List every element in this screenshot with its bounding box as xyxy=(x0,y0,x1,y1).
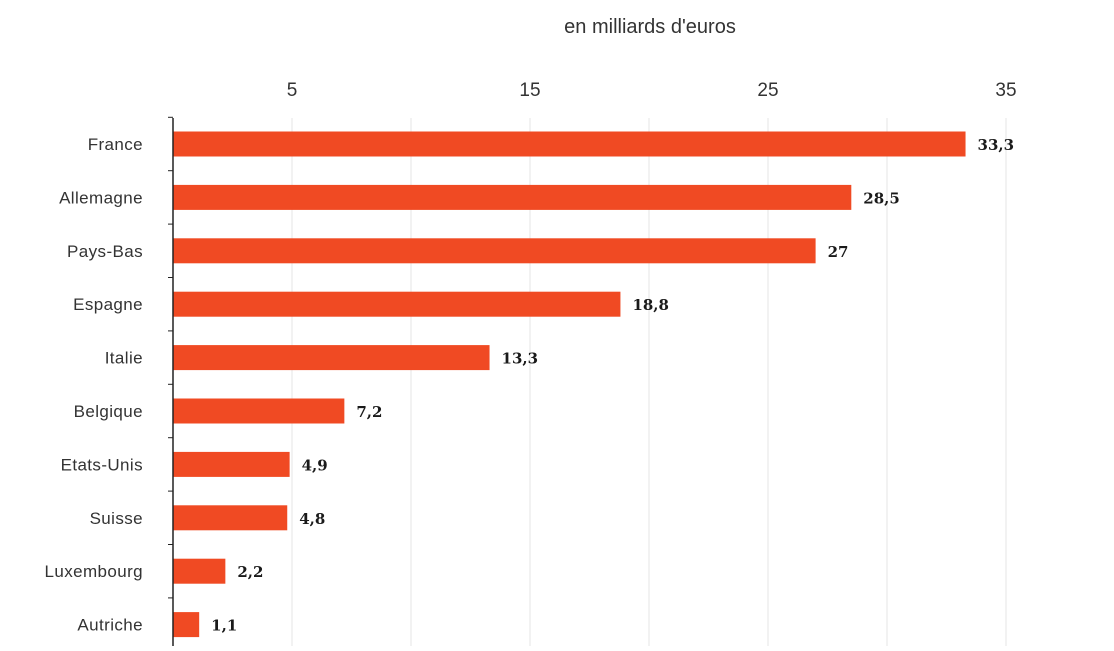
category-label-luxembourg: Luxembourg xyxy=(44,562,143,581)
category-label-pays-bas: Pays-Bas xyxy=(67,242,143,261)
bar-autriche xyxy=(173,612,200,638)
value-label-pays-bas: 27 xyxy=(828,243,849,261)
value-label-luxembourg: 2,2 xyxy=(237,563,263,581)
category-label-suisse: Suisse xyxy=(90,509,143,528)
x-axis-ticks: 5 15 25 35 xyxy=(287,80,1017,101)
bars xyxy=(168,116,966,638)
category-label-autriche: Autriche xyxy=(77,616,143,635)
value-label-autriche: 1,1 xyxy=(211,617,237,635)
category-label-espagne: Espagne xyxy=(73,295,143,314)
bar-etats-unis xyxy=(173,451,290,477)
unit-label: en milliards d'euros xyxy=(564,16,736,38)
category-labels: France Allemagne Pays-Bas Espagne Italie Belg… xyxy=(44,135,143,635)
value-label-allemagne: 28,5 xyxy=(863,189,900,207)
value-label-espagne: 18,8 xyxy=(632,296,669,314)
category-label-allemagne: Allemagne xyxy=(59,188,143,207)
value-label-suisse: 4,8 xyxy=(299,510,325,528)
bar-italie xyxy=(173,345,490,371)
value-label-italie: 13,3 xyxy=(502,350,539,368)
bar-luxembourg xyxy=(173,558,226,584)
value-labels: 33,3 28,5 27 18,8 13,3 7,2 4,9 4,8 2,2 1,1 xyxy=(211,136,1014,635)
bar-allemagne xyxy=(173,184,852,210)
bar-belgique xyxy=(173,398,345,424)
category-label-belgique: Belgique xyxy=(74,402,143,421)
x-tick-label-35: 35 xyxy=(995,80,1016,101)
bar-suisse xyxy=(173,505,288,531)
value-label-belgique: 7,2 xyxy=(356,403,382,421)
value-label-etats-unis: 4,9 xyxy=(302,456,328,474)
bar-pays-bas xyxy=(173,238,816,264)
category-label-etats-unis: Etats-Unis xyxy=(61,455,143,474)
category-label-france: France xyxy=(88,135,143,154)
x-tick-label-5: 5 xyxy=(287,80,298,101)
x-tick-label-15: 15 xyxy=(519,80,540,101)
category-label-italie: Italie xyxy=(105,349,143,368)
bar-espagne xyxy=(173,291,621,317)
value-label-france: 33,3 xyxy=(978,136,1015,154)
bar-france xyxy=(173,131,966,157)
x-tick-label-25: 25 xyxy=(757,80,778,101)
